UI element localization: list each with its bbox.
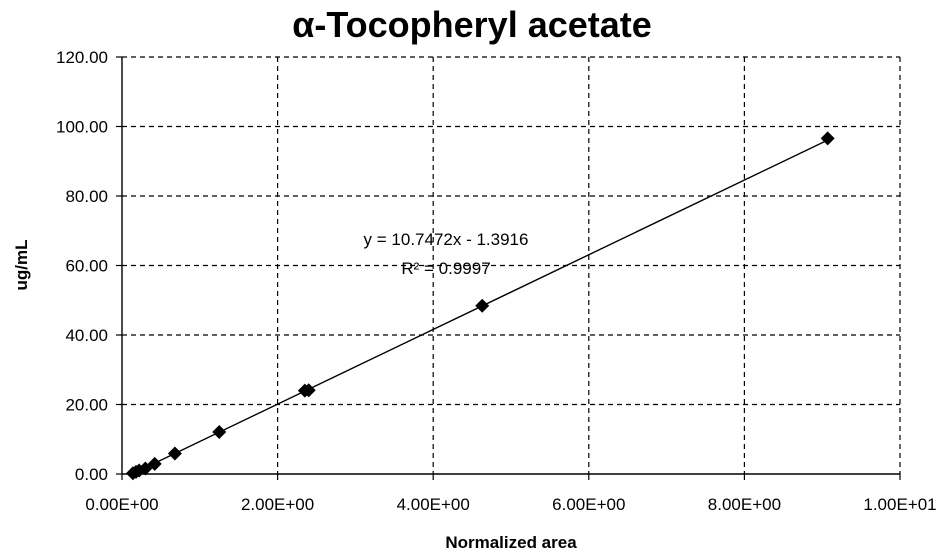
y-tick-label-4: 80.00 bbox=[65, 187, 108, 206]
r-squared-label: R² = 0.9997 bbox=[401, 259, 490, 278]
y-tick-label-1: 20.00 bbox=[65, 396, 108, 415]
x-tick-label-1: 2.00E+00 bbox=[241, 495, 314, 514]
axes bbox=[116, 56, 901, 480]
data-point-8 bbox=[301, 383, 316, 398]
y-tick-label-6: 120.00 bbox=[56, 48, 108, 67]
x-tick-label-5: 1.00E+01 bbox=[863, 495, 936, 514]
data-point-10 bbox=[820, 131, 835, 146]
grid-lines bbox=[122, 56, 901, 474]
chart-title: α-Tocopheryl acetate bbox=[292, 4, 652, 45]
data-point-5 bbox=[167, 446, 182, 461]
tick-labels: 0.00 20.00 40.00 60.00 80.00 100.00 120.00 0.00… bbox=[56, 48, 937, 514]
x-tick-label-2: 4.00E+00 bbox=[397, 495, 470, 514]
data-points bbox=[125, 131, 835, 481]
y-axis-title: ug/mL bbox=[12, 240, 31, 291]
x-axis-title: Normalized area bbox=[445, 533, 577, 552]
x-tick-label-3: 6.00E+00 bbox=[552, 495, 625, 514]
x-tick-label-4: 8.00E+00 bbox=[708, 495, 781, 514]
y-tick-label-2: 40.00 bbox=[65, 326, 108, 345]
x-tick-label-0: 0.00E+00 bbox=[85, 495, 158, 514]
data-point-4 bbox=[147, 456, 162, 471]
y-tick-label-3: 60.00 bbox=[65, 257, 108, 276]
trendline-equation: y = 10.7472x - 1.3916 bbox=[364, 230, 529, 249]
data-point-6 bbox=[212, 424, 227, 439]
y-tick-label-5: 100.00 bbox=[56, 118, 108, 137]
y-tick-label-0: 0.00 bbox=[75, 465, 108, 484]
data-point-9 bbox=[475, 298, 490, 313]
